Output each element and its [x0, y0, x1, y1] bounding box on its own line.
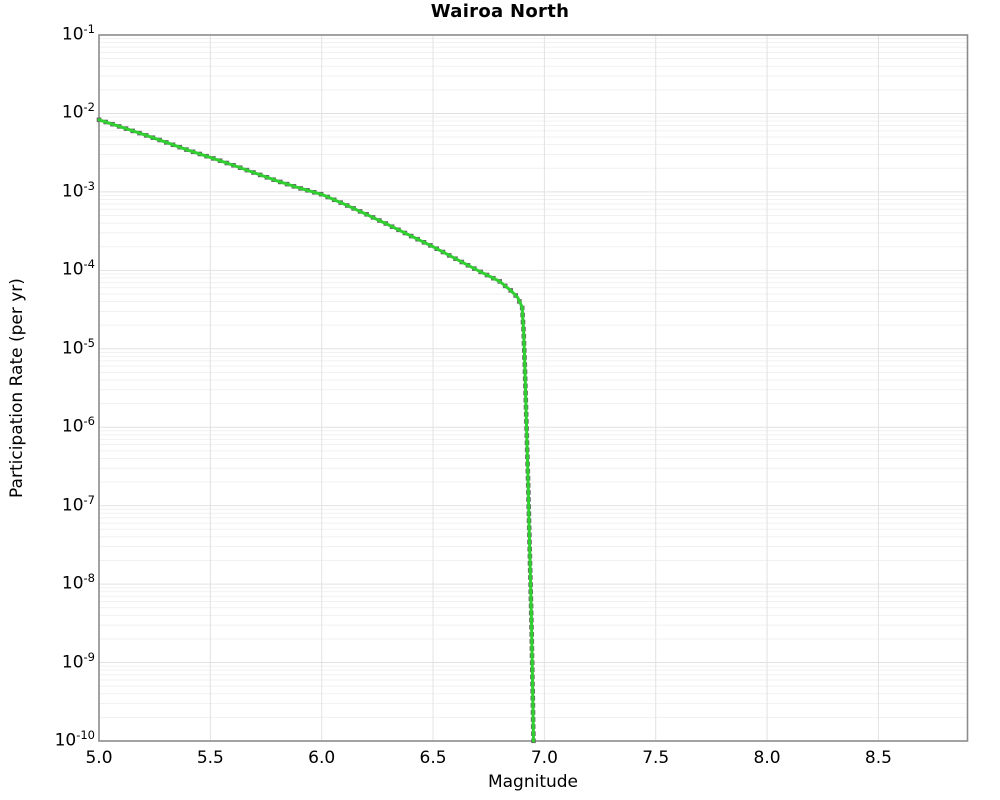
x-tick-label: 7.5 [642, 748, 670, 768]
x-tick-label: 6.0 [308, 748, 336, 768]
y-tick-label: 10-9 [61, 649, 95, 673]
y-tick-label: 10-10 [54, 728, 95, 751]
y-tick-label: 10-6 [61, 414, 95, 437]
x-tick-label: 8.5 [864, 748, 892, 768]
y-tick-label: 10-2 [61, 100, 95, 124]
x-tick-label: 8.0 [753, 748, 781, 768]
chart-title: Wairoa North [430, 1, 570, 22]
x-tick-label: 5.0 [85, 748, 113, 768]
y-tick-label: 10-7 [61, 492, 95, 516]
y-tick-label: 10-8 [61, 571, 95, 594]
x-tick-label: 5.5 [196, 748, 224, 768]
y-tick-label: 10-4 [61, 257, 95, 280]
x-tick-label: 6.5 [419, 748, 447, 768]
y-tick-label: 10-3 [61, 178, 95, 202]
x-tick-label: 7.0 [530, 748, 558, 768]
data-line [97, 118, 535, 743]
y-tick-label: 10-1 [61, 22, 95, 45]
x-axis-label: Magnitude [487, 772, 579, 792]
y-tick-label: 10-5 [61, 335, 95, 359]
